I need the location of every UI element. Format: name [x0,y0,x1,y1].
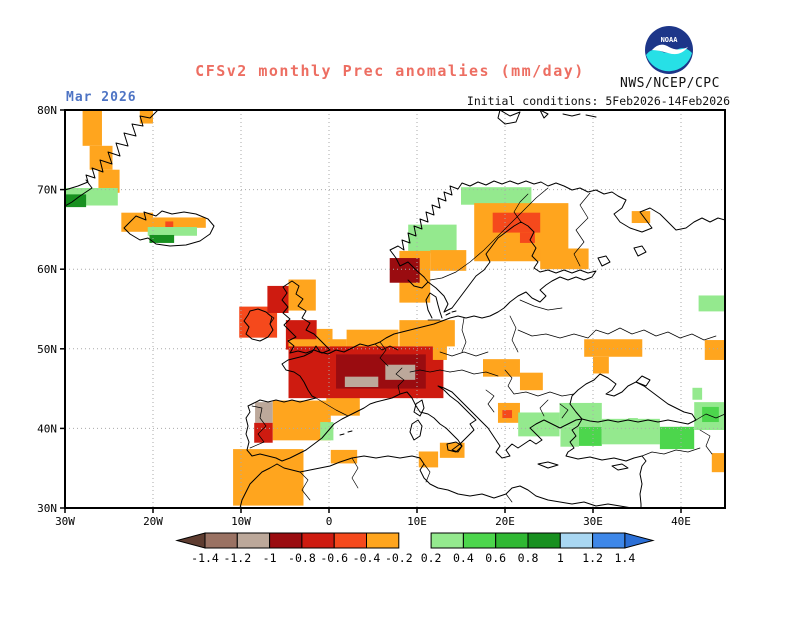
anomaly-cell [418,451,439,468]
anomaly-cell [399,320,455,347]
anomaly-cell [432,343,447,360]
anomaly-cell [519,372,543,391]
anomaly-cell [330,449,358,464]
legend-arrow-left [175,532,206,549]
anomaly-cell [559,402,602,427]
legend-arrow-right [624,532,655,549]
x-axis-tick-label: 0 [326,515,333,528]
page-title: CFSv2 monthly Prec anomalies (mm/day) [195,62,585,80]
legend-tick-label: -0.2 [385,551,413,565]
anomaly-cell [659,426,695,450]
legend-box [495,532,529,549]
x-axis-tick-label: 10W [231,515,251,528]
legend-tick-label: 1.4 [615,551,636,565]
anomaly-cell [66,194,87,208]
anomaly-cell [385,364,416,380]
anomaly-cell [267,285,289,313]
anomaly-cell [540,248,589,270]
noaa-logo-icon: NOAA [645,26,693,74]
anomaly-cell [153,217,206,228]
legend-tick-label: -0.6 [320,551,348,565]
legend-tick-label: -0.4 [353,551,381,565]
anomaly-cell [698,295,724,312]
anomaly-cell [692,387,703,400]
x-axis-tick-label: 30W [55,515,75,528]
graticule-layer [65,110,725,508]
legend-tick-label: -1.4 [191,551,219,565]
legend-tick-label: 1.2 [582,551,603,565]
anomaly-cell [430,250,467,271]
anomaly-cell [492,212,541,233]
anomaly-cell [408,224,457,254]
anomaly-cell [631,211,651,224]
x-axis-tick-label: 20W [143,515,163,528]
legend-tick-label: 0.6 [485,551,506,565]
legend-box [269,532,303,549]
anomaly-cell [165,221,174,228]
x-axis-tick-label: 40E [671,515,691,528]
color-legend: -1.4 -1.2 -1 -0.8 -0.6 -0.4 -0.2 0.2 0.4 0.6 0.8 1 1… [175,532,655,565]
legend-box [204,532,238,549]
anomaly-cell [389,258,420,283]
x-axis-tick-label: 20E [495,515,515,528]
agency-label: NWS/NCEP/CPC [620,76,720,91]
anomaly-cell [344,376,379,388]
y-axis-tick-label: 30N [37,502,57,515]
legend-tick-label: 0.4 [453,551,474,565]
anomaly-cell [519,232,535,243]
legend-box [236,532,271,549]
anomaly-cell [326,397,360,416]
x-axis-tick-label: 30E [583,515,603,528]
legend-box [430,532,464,549]
anomaly-cell [288,279,316,311]
anomaly-cell [98,169,120,193]
legend-box [527,532,561,549]
x-axis-tick-label: 10E [407,515,427,528]
legend-tick-label: 1 [557,551,564,565]
anomaly-cell [82,111,102,146]
anomaly-cell [147,227,197,236]
anomaly-cell [149,234,175,243]
anomaly-cell [711,453,724,473]
anomaly-cell [702,406,719,423]
legend-box [592,532,626,549]
svg-text:NOAA: NOAA [661,36,679,44]
y-axis-tick-label: 50N [37,343,57,356]
anomaly-cell [461,187,532,205]
legend-tick-label: 0.2 [421,551,442,565]
anomaly-cell [584,339,643,357]
y-axis-tick-label: 70N [37,184,57,197]
legend-tick-label: -0.8 [288,551,316,565]
axis-labels: 30W 20W 10W 0 10E 20E 30E 40E 80N 70N 60N 50N 40N 30N [37,104,691,528]
legend-box [301,532,335,549]
anomaly-cell [483,359,520,377]
anomaly-cell [628,418,638,427]
forecast-month-label: Mar 2026 [66,90,137,105]
anomaly-cell [704,340,724,360]
legend-box [559,532,594,549]
anomaly-cell [89,145,113,170]
y-axis-tick-label: 80N [37,104,57,117]
anomaly-cell [255,402,273,423]
y-axis-tick-label: 40N [37,422,57,435]
legend-box [462,532,497,549]
anomaly-cell [502,410,513,419]
legend-box [333,532,368,549]
map-frame [60,109,726,513]
anomaly-cell [560,426,579,447]
legend-tick-label: -1 [263,551,277,565]
legend-box [366,532,400,549]
anomaly-cells-layer [66,111,724,506]
legend-tick-label: 0.8 [518,551,539,565]
legend-tick-label: -1.2 [223,551,251,565]
y-axis-tick-label: 60N [37,263,57,276]
initial-conditions-label: Initial conditions: 5Feb2026-14Feb2026 [466,94,730,108]
anomaly-cell [518,412,560,437]
coastline-layer [66,111,724,507]
anomaly-cell [593,356,609,374]
anomaly-cell [254,422,273,443]
anomaly-cell [578,426,602,446]
anomaly-cell [233,449,304,506]
